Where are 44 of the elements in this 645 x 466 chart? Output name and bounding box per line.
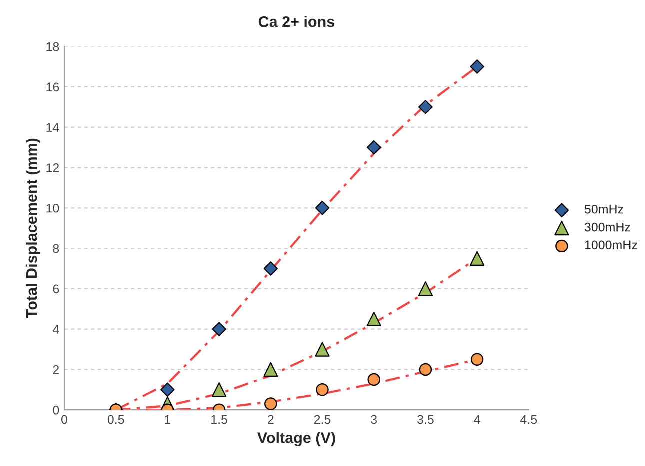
y-tick-label: 6 xyxy=(53,284,60,294)
point xyxy=(160,382,175,398)
point xyxy=(366,312,382,327)
point xyxy=(264,398,278,410)
point xyxy=(316,384,329,396)
point xyxy=(212,322,226,336)
x-tick-label: 0 xyxy=(62,415,68,424)
point xyxy=(470,60,484,74)
y-tick-label: 16 xyxy=(46,82,60,92)
y-tick-label: 4 xyxy=(52,325,60,334)
point xyxy=(470,251,485,266)
x-tick-label: 1 xyxy=(165,415,171,424)
x-tick-label: 2 xyxy=(268,415,274,424)
chart-title: Ca 2+ ions xyxy=(258,16,334,28)
legend-label: 1000mHz xyxy=(585,240,638,250)
x-axis-title: Voltage (V) xyxy=(257,432,336,446)
x-tick-label: 3 xyxy=(371,415,378,424)
point xyxy=(368,373,380,386)
point xyxy=(419,363,432,376)
x-tick-label: 2.5 xyxy=(314,415,331,424)
point xyxy=(315,201,330,216)
point xyxy=(212,382,227,398)
point xyxy=(366,140,382,155)
y-tick-label: 10 xyxy=(46,204,60,213)
y-tick-label: 14 xyxy=(46,123,60,132)
y-tick-label: 0 xyxy=(53,406,60,415)
point xyxy=(418,100,433,114)
point xyxy=(264,262,278,276)
legend-label: 300mHz xyxy=(584,222,630,232)
point xyxy=(264,362,278,378)
x-tick-label: 0.5 xyxy=(108,415,124,424)
y-tick-label: 2 xyxy=(53,365,60,374)
point xyxy=(470,353,484,366)
legend-label: 50mHz xyxy=(584,204,624,214)
x-tick-label: 4 xyxy=(474,415,480,424)
x-tick-label: 1.5 xyxy=(212,415,228,424)
point xyxy=(315,342,330,357)
point xyxy=(418,282,434,296)
y-tick-label: 12 xyxy=(46,164,60,172)
y-tick-label: 18 xyxy=(46,42,60,52)
y-tick-label: 8 xyxy=(53,244,60,254)
x-tick-label: 3.5 xyxy=(417,415,434,424)
x-tick-label: 4.5 xyxy=(520,415,538,424)
y-axis-title: Total Displacement (mm) xyxy=(26,138,40,318)
